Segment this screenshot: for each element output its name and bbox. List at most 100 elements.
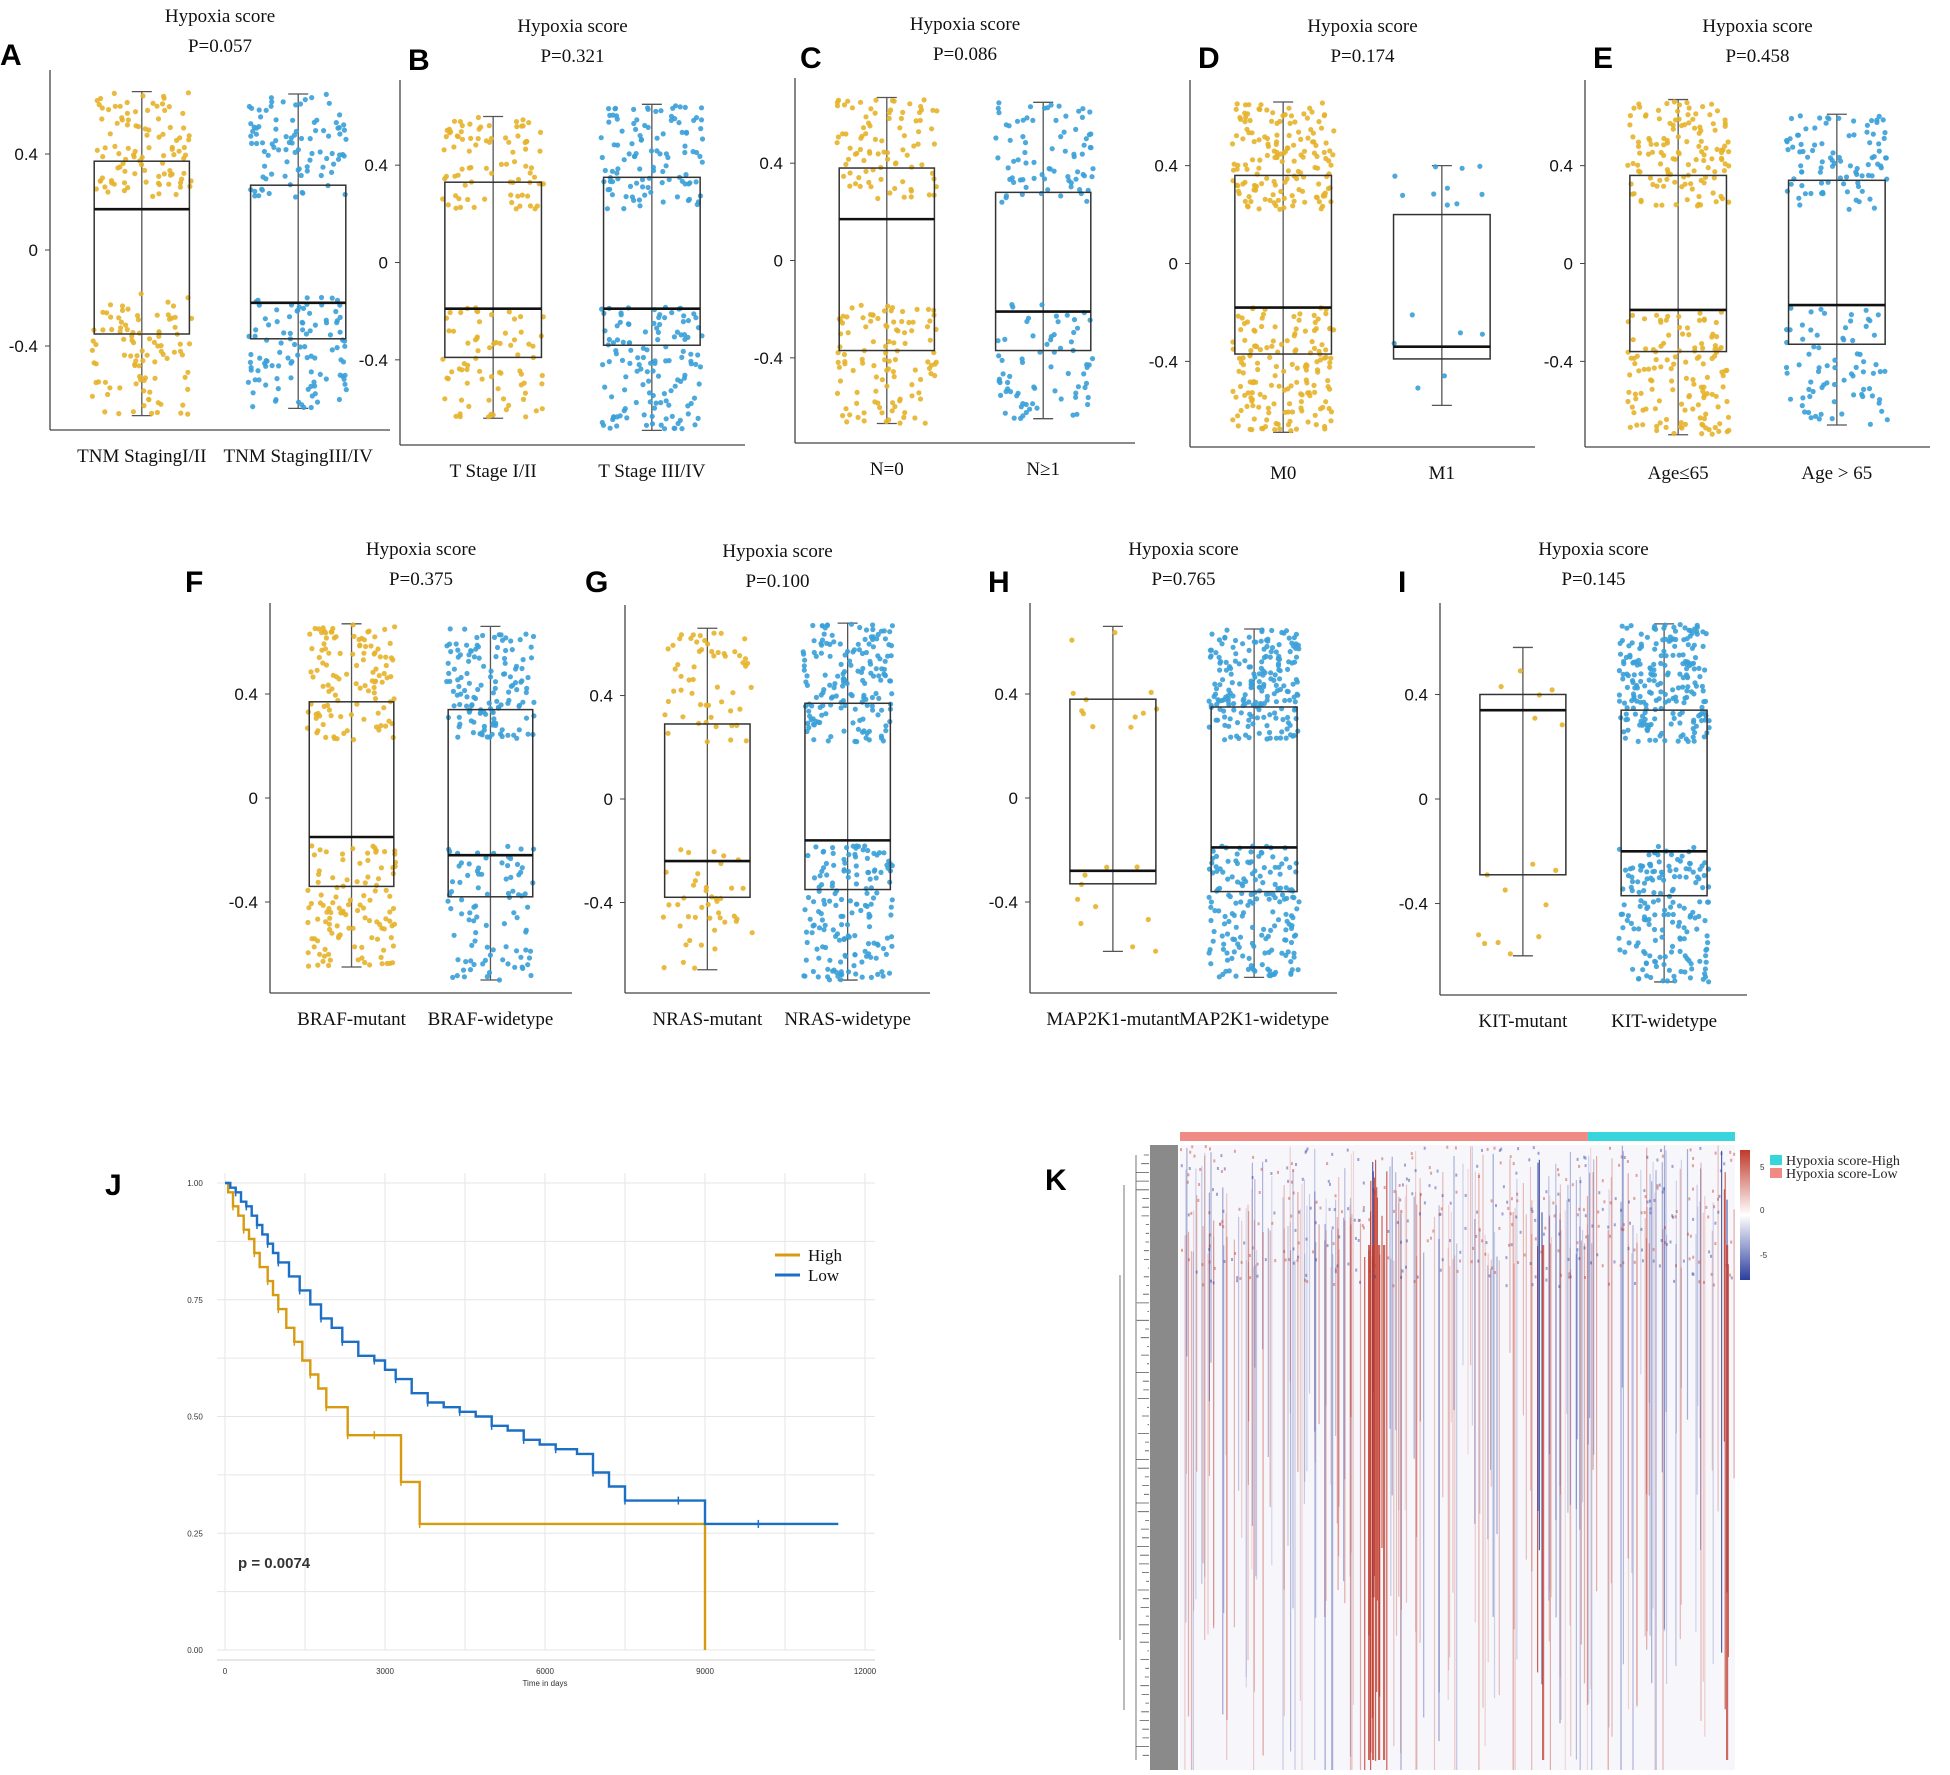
data-point [475,686,481,693]
heatmap-cell [1295,1163,1297,1166]
heatmap-cell [1507,1206,1510,1210]
data-point [708,714,714,720]
heatmap-streak [1290,1250,1292,1752]
data-point [344,671,350,677]
data-point [474,634,480,641]
data-point [490,947,496,953]
data-point [818,650,825,656]
data-point [1808,415,1814,421]
heatmap-cell [1620,1227,1623,1231]
data-point [265,152,271,158]
data-point [387,918,393,924]
heatmap-streak [1452,1259,1454,1593]
data-point [834,390,841,396]
data-point [1871,332,1877,338]
data-point [1208,904,1214,910]
data-point [827,653,833,659]
data-point [1621,700,1628,706]
heatmap-cell [1423,1201,1426,1205]
data-point [683,172,689,178]
heatmap-streak [1662,1229,1664,1770]
heatmap-cell [1292,1191,1295,1195]
heatmap-streak [1254,1179,1256,1368]
data-point [863,324,869,330]
data-point [1229,955,1235,962]
data-point [624,415,630,421]
data-point [505,843,511,850]
heatmap-cell [1446,1145,1449,1149]
data-point [634,117,640,123]
data-point [681,313,687,319]
data-point [513,206,519,212]
data-point [1252,868,1258,874]
data-point [483,855,489,861]
heatmap-cell [1661,1190,1664,1194]
data-point [343,136,349,142]
data-point [392,624,398,630]
heatmap-cell [1509,1155,1512,1159]
data-point [513,666,519,672]
data-point [1323,140,1329,146]
data-point [1689,186,1695,192]
heatmap-cell [1374,1275,1377,1279]
data-point [996,110,1002,116]
data-point [737,706,743,712]
data-point [1145,916,1151,923]
data-point [1682,953,1688,959]
heatmap-cell [1633,1260,1636,1264]
data-point [1075,896,1081,902]
data-point [1284,726,1290,732]
data-point [804,939,810,946]
data-point [1692,655,1699,661]
data-point [1298,391,1304,397]
heatmap-streak [1474,1219,1476,1524]
x-tick-label: 12000 [854,1667,877,1676]
data-point [857,99,864,105]
data-point [829,632,835,638]
data-point [1275,917,1282,923]
heatmap-streak [1398,1196,1400,1597]
data-point [1242,658,1248,664]
data-point [650,392,656,399]
data-point [1053,313,1059,319]
data-point [1312,319,1318,325]
data-point [371,651,377,657]
data-point [657,321,663,328]
data-point [467,121,473,127]
data-point [1830,150,1836,156]
data-point [122,168,128,174]
data-point [1659,934,1665,940]
heatmap-streak [1282,1197,1284,1770]
data-point [643,422,650,428]
data-point [1636,368,1642,374]
data-point [492,679,499,685]
heatmap-streak [1375,1159,1377,1761]
data-point [263,358,269,364]
heatmap-cell [1314,1221,1317,1225]
data-point [1851,392,1857,398]
data-point [1671,874,1678,880]
data-point [502,330,508,336]
legend-label-low: Hypoxia score-Low [1786,1167,1898,1182]
data-point [1305,419,1311,425]
data-point [888,934,895,940]
data-point [1216,637,1222,643]
data-point [1725,414,1732,420]
data-point [1025,315,1032,321]
heatmap-streak [1648,1208,1650,1403]
data-point [614,414,620,420]
heatmap-cell [1312,1250,1314,1254]
p-value: P=0.458 [1725,46,1789,67]
data-point [1703,953,1709,959]
heatmap-cell [1643,1211,1646,1214]
heatmap-cell [1258,1191,1261,1194]
heatmap-cell [1296,1259,1299,1262]
data-point [891,374,897,380]
data-point [169,144,175,150]
data-point [1705,940,1711,946]
data-point [657,151,663,157]
heatmap-cell [1584,1156,1587,1160]
heatmap-streak [1733,1209,1735,1479]
heatmap-streak [1583,1243,1586,1684]
data-point [335,125,341,131]
